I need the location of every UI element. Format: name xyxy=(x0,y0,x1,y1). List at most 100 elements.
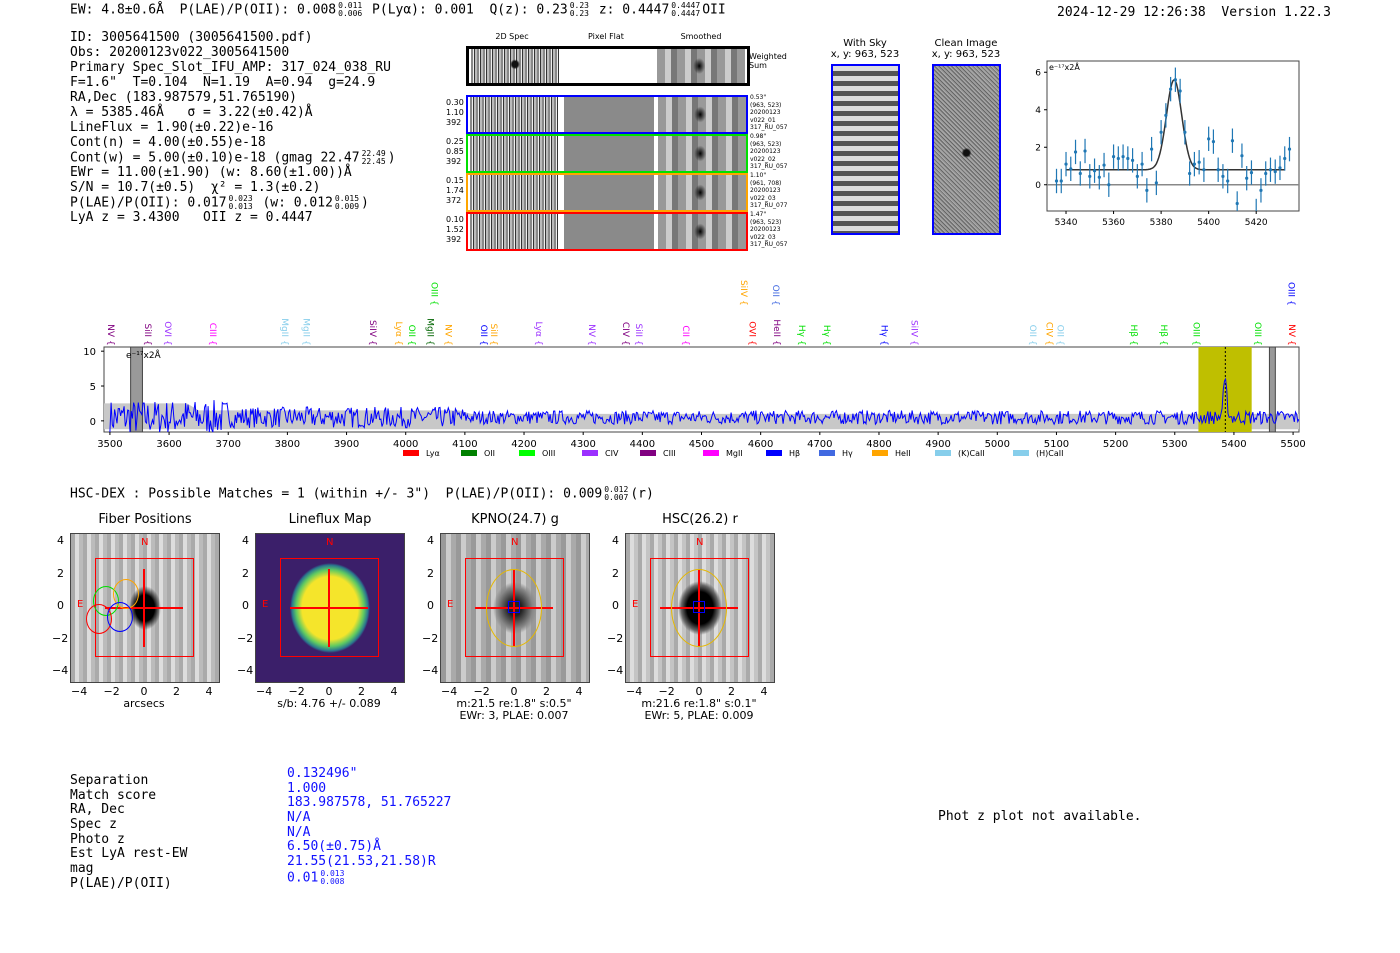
fiber-smoothed xyxy=(658,136,746,171)
fiber-left-value: 1.10 xyxy=(446,108,464,117)
clean-image xyxy=(932,64,1001,235)
x-tick-label: 4 xyxy=(760,685,768,698)
data-point xyxy=(1064,151,1068,177)
emission-line-label: CIII xyxy=(207,323,217,337)
data-point xyxy=(1145,178,1149,203)
column-header: Smoothed xyxy=(680,32,722,41)
x-tick-label: 4 xyxy=(390,685,398,698)
fiber-row xyxy=(466,212,748,251)
y-tick-label: −4 xyxy=(52,664,69,677)
z-hi: 0.4447 xyxy=(671,1,701,10)
emission-line-marker: { xyxy=(207,340,217,346)
y-tick-label: 2 xyxy=(427,566,434,580)
fiber-right-values: 1.10" (961, 708) 20200123 v022_03 317_RU_077 xyxy=(750,172,787,210)
x-tick-label: 4700 xyxy=(807,439,832,450)
emission-line-label: OIII xyxy=(1252,322,1262,337)
hsc-line: HSC-DEX : Possible Matches = 1 (within +… xyxy=(70,486,603,502)
x-tick-label: −2 xyxy=(658,685,675,698)
emission-line-label: NV xyxy=(1286,324,1296,338)
y-tick-label: −2 xyxy=(422,631,439,645)
emission-line-label: Lyα xyxy=(393,322,403,338)
emission-line-label: NV xyxy=(586,324,596,338)
with-sky-label: With Sky xyxy=(843,38,887,49)
y-tick-label: −2 xyxy=(607,631,624,645)
match-value: 1.000 xyxy=(287,781,451,797)
y-tick-label: 4 xyxy=(427,534,434,547)
emission-line-label: OIII xyxy=(1285,282,1295,297)
match-labels: Separation Match score RA, Dec Spec z Photo … xyxy=(70,773,187,892)
fiber-pixel-flat xyxy=(564,214,654,249)
fiber-left-values: 0.10 1.52 392 xyxy=(446,215,464,245)
fiber-left-value: 0.15 xyxy=(446,176,464,185)
line-highlight xyxy=(1198,347,1252,432)
emission-line-label: Hβ xyxy=(1158,324,1168,337)
x-tick-label: 2 xyxy=(543,685,550,698)
data-point xyxy=(1159,120,1163,145)
plae-text: P(LAE)/P(OII): 0.017 xyxy=(70,195,227,211)
plae-lo: 0.006 xyxy=(338,9,363,18)
x-tick-label: 3700 xyxy=(216,439,241,450)
data-point xyxy=(1221,164,1225,189)
fiber-smoothed xyxy=(658,175,746,210)
emission-line-label: Hγ xyxy=(796,325,806,338)
paren: ) xyxy=(361,195,369,211)
match-value-text: 21.55(21.53,21.58)R xyxy=(287,854,436,870)
z-value: z: 0.4447 xyxy=(598,2,670,18)
north-label: N xyxy=(326,537,334,548)
fiber-left-value: 392 xyxy=(446,118,462,127)
x-tick-label: 2 xyxy=(173,685,180,698)
emission-line-marker: { xyxy=(1285,300,1295,306)
x-tick-label: 4500 xyxy=(689,439,714,450)
legend-swatch xyxy=(1013,450,1029,456)
blue-marker xyxy=(508,601,520,613)
data-point xyxy=(1169,76,1173,102)
fiber-right-values: 0.53" (963, 523) 20200123 v022_01 317_RU_057 xyxy=(750,94,787,132)
y-tick-label: 2 xyxy=(1035,143,1041,153)
legend-item: CIII xyxy=(640,449,676,458)
data-point xyxy=(1216,157,1220,182)
fiber-left-value: 0.25 xyxy=(446,137,464,146)
data-point xyxy=(1092,158,1097,183)
x-tick-label: −2 xyxy=(103,685,120,698)
data-point xyxy=(1278,155,1282,181)
x-tick-label: −4 xyxy=(441,685,458,698)
y-tick-label: 0 xyxy=(612,599,619,612)
sn-chi2: S/N = 10.7(±0.5) χ² = 1.3(±0.2) xyxy=(70,180,321,195)
data-point xyxy=(1154,170,1158,196)
match-value: 6.50(±0.75)Å xyxy=(287,840,451,855)
plot-frame xyxy=(1046,60,1300,212)
fiber-right-value: 1.47" xyxy=(750,211,767,218)
match-value: 0.01 0.013 0.008 xyxy=(287,869,451,886)
hsc-lo: 0.007 xyxy=(604,493,629,502)
fiber-right-value: v022_03 xyxy=(750,233,776,241)
x-tick-label: 5500 xyxy=(1280,439,1305,450)
emission-line-marker: { xyxy=(425,340,435,346)
emission-line-marker: { xyxy=(771,340,781,346)
y-tick-label: −2 xyxy=(237,631,254,645)
fiber-right-value: 1.10" xyxy=(750,172,767,179)
cutout-title: HSC(26.2) r xyxy=(662,512,738,527)
emission-line-marker: { xyxy=(393,340,403,346)
qz-hi: 0.23 xyxy=(569,1,589,10)
plae-w-lo: 0.009 xyxy=(334,202,360,211)
match-value: 21.55(21.53,21.58)R xyxy=(287,854,451,870)
data-point xyxy=(1078,161,1082,186)
data-point xyxy=(1183,120,1187,145)
emission-line-label: HeII xyxy=(771,319,781,337)
x-tick-label: 5400 xyxy=(1221,439,1246,450)
summary-header: EW: 4.8±0.6Å P(LAE)/P(OII): 0.008 0.011 0.… xyxy=(70,2,726,18)
x-tick-label: 0 xyxy=(510,685,518,698)
emission-line-marker: { xyxy=(1252,340,1262,346)
north-label: N xyxy=(696,537,704,548)
plae-lo: 0.013 xyxy=(228,202,253,211)
lineflux: LineFlux = 1.90(±0.22)e-16 xyxy=(70,120,274,135)
data-point xyxy=(1164,103,1168,128)
fiber-circle xyxy=(107,602,133,632)
emission-line-label: MgII xyxy=(279,318,289,337)
y-tick-label: 2 xyxy=(612,566,619,580)
plae-lo: 0.008 xyxy=(320,876,345,886)
cont-w-text: Cont(w) = 5.00(±0.10)e-18 (gmag 22.47 xyxy=(70,150,360,166)
emission-line-marker: { xyxy=(821,340,831,346)
match-value-text: N/A xyxy=(287,824,311,840)
